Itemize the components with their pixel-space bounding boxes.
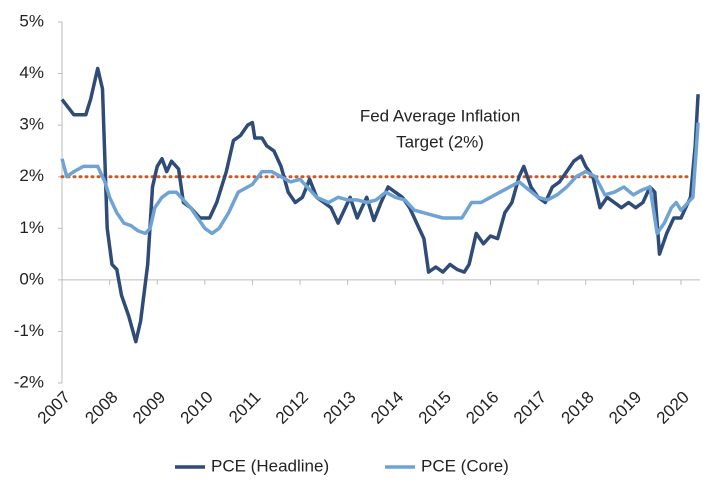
x-tick-label: 2020 xyxy=(653,388,693,428)
x-tick-label: 2009 xyxy=(129,388,169,428)
x-tick-label: 2008 xyxy=(81,388,121,428)
x-tick-label: 2016 xyxy=(462,388,502,428)
x-tick-label: 2015 xyxy=(415,388,455,428)
y-tick-label: -1% xyxy=(14,321,44,340)
x-tick-label: 2013 xyxy=(319,388,359,428)
x-tick-label: 2019 xyxy=(605,388,645,428)
legend-label: PCE (Core) xyxy=(421,456,509,475)
x-tick-label: 2012 xyxy=(272,388,312,428)
y-tick-label: 3% xyxy=(19,115,44,134)
y-tick-label: 1% xyxy=(19,218,44,237)
legend-label: PCE (Headline) xyxy=(211,456,329,475)
x-tick-label: 2017 xyxy=(510,388,550,428)
annotation: Target (2%) xyxy=(396,132,484,151)
y-tick-label: -2% xyxy=(14,372,44,391)
x-tick-label: 2018 xyxy=(558,388,598,428)
y-tick-label: 0% xyxy=(19,269,44,288)
annotation: Fed Average Inflation xyxy=(360,106,520,125)
x-tick-label: 2010 xyxy=(177,388,217,428)
series-line xyxy=(60,122,700,236)
y-tick-label: 5% xyxy=(19,11,44,30)
x-tick-label: 2011 xyxy=(225,388,264,427)
series-line xyxy=(60,66,700,344)
x-tick-label: 2007 xyxy=(34,388,74,428)
y-tick-label: 4% xyxy=(19,63,44,82)
y-tick-label: 2% xyxy=(19,166,44,185)
x-tick-label: 2014 xyxy=(367,388,407,428)
